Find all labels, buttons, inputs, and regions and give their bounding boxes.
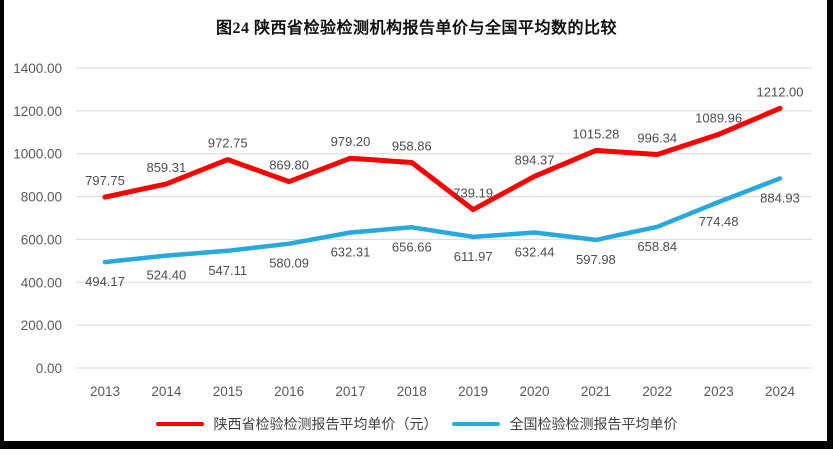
y-axis-tick-label: 1200.00 bbox=[13, 104, 62, 119]
legend-label-national: 全国检验检测报告平均单价 bbox=[509, 416, 678, 432]
x-axis-tick-label: 2015 bbox=[213, 384, 243, 399]
chart-plot-area: 0.00 200.00 400.00 600.00 800.00 1000.00 1200.… bbox=[13, 61, 812, 399]
data-label: 972.75 bbox=[208, 136, 248, 151]
page-border-bottom bbox=[0, 441, 833, 449]
y-axis-tick-label: 400.00 bbox=[21, 275, 62, 290]
data-label: 1212.00 bbox=[757, 84, 804, 99]
legend-label-shaanxi: 陕西省检验检测报告平均单价（元） bbox=[213, 416, 438, 432]
data-label: 958.86 bbox=[392, 139, 432, 154]
data-label: 894.37 bbox=[515, 152, 555, 167]
page-border-left bbox=[0, 0, 4, 448]
data-label: 658.84 bbox=[637, 239, 677, 254]
legend-line-swatch-red bbox=[155, 422, 204, 426]
data-label: 547.11 bbox=[208, 263, 247, 278]
x-axis-tick-label: 2024 bbox=[765, 384, 796, 399]
legend-item-shaanxi: 陕西省检验检测报告平均单价（元） bbox=[155, 414, 438, 434]
x-axis-tick-label: 2020 bbox=[520, 384, 550, 399]
y-axis-tick-label: 600.00 bbox=[21, 232, 62, 247]
series-line-1 bbox=[102, 176, 783, 265]
data-label: 656.66 bbox=[392, 239, 432, 254]
legend-line-swatch-blue bbox=[451, 422, 500, 426]
data-label: 1015.28 bbox=[572, 126, 619, 141]
data-label: 632.31 bbox=[331, 245, 371, 260]
x-axis-tick-label: 2018 bbox=[397, 384, 427, 399]
data-label: 884.93 bbox=[760, 190, 800, 205]
x-axis-tick-label: 2013 bbox=[90, 384, 120, 399]
data-label: 739.19 bbox=[453, 186, 493, 201]
data-label: 797.75 bbox=[85, 173, 125, 188]
data-label: 774.48 bbox=[699, 214, 739, 229]
data-label: 494.17 bbox=[85, 274, 125, 289]
y-axis-tick-label: 0.00 bbox=[36, 361, 62, 376]
x-axis-tick-label: 2016 bbox=[274, 384, 304, 399]
page-border-right bbox=[827, 0, 833, 449]
x-axis-tick-label: 2023 bbox=[704, 384, 734, 399]
data-label: 1089.96 bbox=[695, 110, 742, 125]
data-label: 611.97 bbox=[454, 249, 493, 264]
x-axis-tick-label: 2017 bbox=[335, 384, 365, 399]
data-label: 996.34 bbox=[637, 130, 677, 145]
x-axis-tick-label: 2021 bbox=[581, 384, 611, 399]
y-axis-tick-label: 800.00 bbox=[21, 190, 62, 205]
data-label: 859.31 bbox=[146, 160, 186, 175]
data-label: 632.44 bbox=[515, 244, 555, 259]
x-axis-tick-label: 2022 bbox=[642, 384, 672, 399]
data-label: 580.09 bbox=[269, 256, 309, 271]
y-axis-tick-label: 200.00 bbox=[21, 318, 62, 333]
data-label: 869.80 bbox=[269, 158, 309, 173]
x-axis-tick-label: 2014 bbox=[151, 384, 182, 399]
y-axis-tick-label: 1400.00 bbox=[13, 61, 62, 76]
y-axis-tick-label: 1000.00 bbox=[13, 147, 62, 162]
legend: 陕西省检验检测报告平均单价（元） 全国检验检测报告平均单价 bbox=[0, 414, 833, 434]
series-line-0 bbox=[102, 105, 783, 213]
data-label: 597.98 bbox=[576, 252, 616, 267]
data-label: 979.20 bbox=[331, 134, 371, 149]
chart-title: 图24 陕西省检验检测机构报告单价与全国平均数的比较 bbox=[215, 20, 617, 37]
data-label: 524.40 bbox=[146, 268, 186, 283]
x-axis-tick-label: 2019 bbox=[458, 384, 488, 399]
legend-item-national: 全国检验检测报告平均单价 bbox=[451, 414, 678, 434]
